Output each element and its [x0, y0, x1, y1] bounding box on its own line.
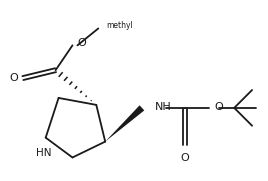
- Text: methyl: methyl: [106, 21, 133, 30]
- Text: HN: HN: [36, 148, 51, 157]
- Text: O: O: [77, 38, 86, 48]
- Polygon shape: [105, 105, 144, 142]
- Text: O: O: [214, 102, 223, 112]
- Text: O: O: [180, 153, 189, 163]
- Text: NH: NH: [155, 102, 172, 112]
- Text: O: O: [9, 73, 18, 83]
